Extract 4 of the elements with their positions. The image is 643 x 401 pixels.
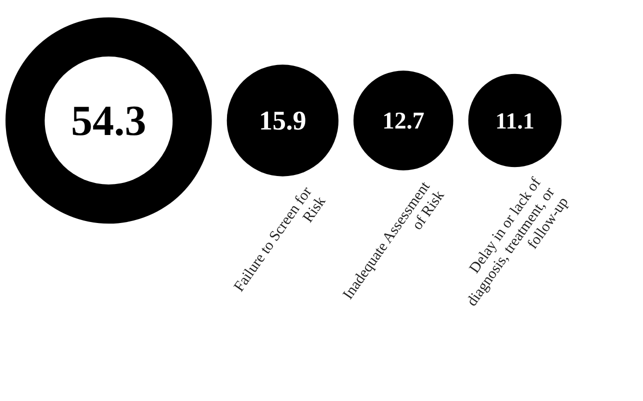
data-label: 54.3 [71, 98, 146, 145]
data-label: 11.1 [495, 108, 534, 134]
data-label: 15.9 [259, 106, 306, 136]
data-label: 12.7 [382, 108, 424, 134]
